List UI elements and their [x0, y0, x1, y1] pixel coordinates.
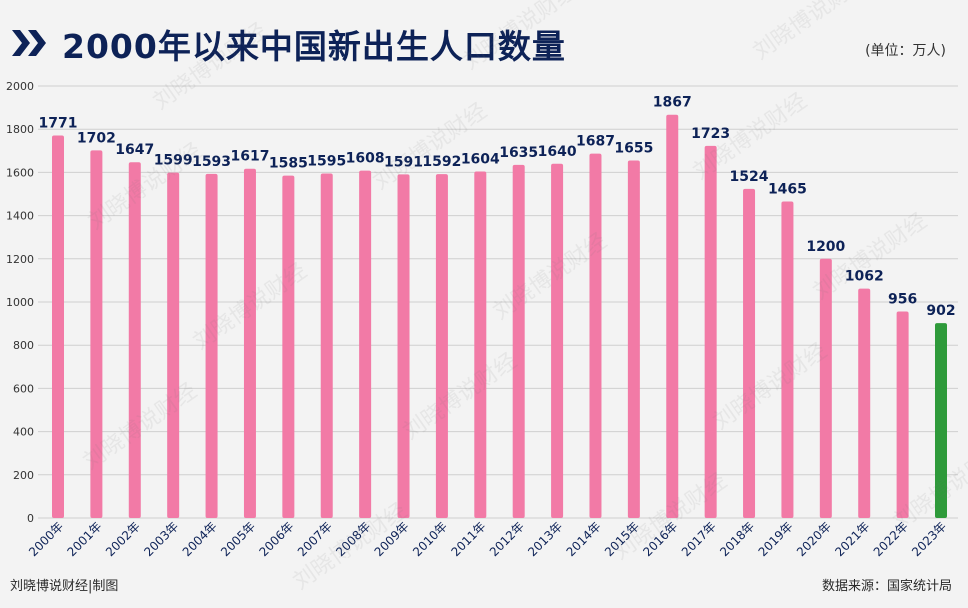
y-tick-label: 1800 [6, 123, 34, 136]
category-label: 2011年 [448, 519, 488, 559]
chart-header: 2000年以来中国新出生人口数量 (单位：万人) [0, 0, 968, 80]
value-label: 1585 [269, 156, 308, 172]
category-label: 2017年 [679, 519, 719, 559]
category-label: 2004年 [180, 519, 220, 559]
category-label: 2001年 [65, 519, 105, 559]
value-label: 1608 [346, 151, 385, 167]
category-label: 2006年 [256, 519, 296, 559]
category-label: 2022年 [871, 519, 911, 559]
y-tick-label: 400 [13, 426, 34, 439]
y-tick-label: 2000 [6, 80, 34, 93]
bar [320, 173, 333, 519]
value-label: 1655 [614, 141, 653, 157]
value-label: 1200 [806, 239, 845, 255]
category-label: 2002年 [103, 519, 143, 559]
source-label: 数据来源：国家统计局 [821, 579, 952, 594]
y-tick-label: 0 [27, 512, 34, 525]
category-label: 2003年 [141, 519, 181, 559]
category-label: 2020年 [794, 519, 834, 559]
bar [435, 174, 448, 519]
bar [205, 173, 218, 519]
bar [704, 145, 717, 518]
value-label: 1604 [461, 152, 500, 168]
category-label: 2010年 [410, 519, 450, 559]
y-tick-label: 600 [13, 382, 34, 395]
category-label: 2000年 [26, 519, 66, 559]
bar [666, 114, 679, 518]
category-label: 2015年 [602, 519, 642, 559]
y-tick-label: 1200 [6, 253, 34, 266]
category-label: 2012年 [487, 519, 527, 559]
bar [52, 135, 64, 519]
bar [243, 168, 256, 518]
value-label: 1617 [230, 149, 269, 165]
value-label: 1593 [192, 154, 231, 170]
bar [858, 288, 871, 518]
unit-label: (单位：万人) [865, 43, 946, 59]
double-chevron-icon [12, 30, 46, 56]
bar [512, 164, 525, 518]
category-label: 2023年 [909, 519, 949, 559]
bar [627, 160, 640, 518]
category-label: 2007年 [295, 519, 335, 559]
value-label: 1524 [730, 169, 769, 185]
bar [90, 150, 103, 519]
value-label: 1599 [154, 153, 193, 169]
category-label: 2009年 [372, 519, 412, 559]
bar [781, 201, 794, 518]
bar [896, 311, 909, 518]
value-label: 1687 [576, 134, 615, 150]
bar [589, 153, 602, 518]
value-label: 1465 [768, 182, 807, 198]
bar [167, 172, 180, 518]
bar [359, 170, 372, 518]
value-label: 1723 [691, 126, 730, 142]
credit-label: 刘晓博说财经|制图 [10, 579, 119, 594]
value-label: 1635 [499, 145, 538, 161]
category-label: 2021年 [832, 519, 872, 559]
bar [397, 174, 410, 518]
value-label: 1595 [307, 153, 346, 169]
value-label: 902 [926, 303, 955, 319]
value-label: 1771 [39, 115, 78, 131]
chart-title: 2000年以来中国新出生人口数量 [62, 27, 566, 66]
value-label: 1867 [653, 95, 692, 111]
value-label: 1640 [538, 144, 577, 160]
category-label: 2014年 [564, 519, 604, 559]
bar [743, 188, 756, 519]
bar [282, 175, 295, 518]
category-label: 2018年 [717, 519, 757, 559]
value-label: 1062 [845, 269, 884, 285]
bar [551, 163, 564, 518]
value-label: 1647 [115, 142, 154, 158]
y-tick-label: 200 [13, 469, 34, 482]
category-label: 2019年 [756, 519, 796, 559]
bar [935, 323, 947, 518]
bar [128, 162, 141, 519]
y-tick-label: 800 [13, 339, 34, 352]
value-label: 956 [888, 292, 917, 308]
y-tick-label: 1400 [6, 210, 34, 223]
category-label: 2008年 [333, 519, 373, 559]
bar [819, 258, 832, 518]
value-label: 1702 [77, 130, 116, 146]
y-tick-label: 1000 [6, 296, 34, 309]
category-label: 2013年 [525, 519, 565, 559]
category-label: 2005年 [218, 519, 258, 559]
y-tick-label: 1600 [6, 166, 34, 179]
bar [474, 171, 487, 518]
value-label: 1591 [384, 154, 423, 170]
category-label: 2016年 [640, 519, 680, 559]
value-label: 1592 [422, 154, 461, 170]
